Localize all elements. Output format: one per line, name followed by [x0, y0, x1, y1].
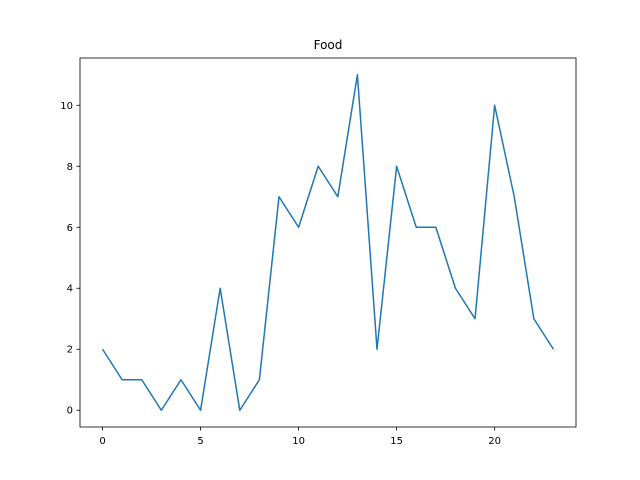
series-line-0 [101, 74, 555, 411]
y-tick-label: 2 [67, 345, 73, 356]
x-axis: 0 5 10 15 20 [99, 427, 501, 447]
y-tick-label: 8 [67, 162, 73, 173]
x-tick-label: 5 [197, 436, 203, 447]
chart-title: Food [314, 38, 343, 52]
y-tick-label: 10 [60, 101, 73, 112]
y-tick-label: 4 [67, 284, 73, 295]
x-tick-label: 10 [292, 436, 305, 447]
plot-area [101, 74, 555, 411]
x-tick-label: 20 [488, 436, 501, 447]
y-tick-label: 0 [67, 406, 73, 417]
y-axis: 0 2 4 6 8 10 [60, 101, 80, 417]
axes-frame [79, 57, 577, 428]
x-tick-label: 0 [99, 436, 105, 447]
x-tick-label: 15 [390, 436, 403, 447]
y-tick-label: 6 [67, 223, 73, 234]
